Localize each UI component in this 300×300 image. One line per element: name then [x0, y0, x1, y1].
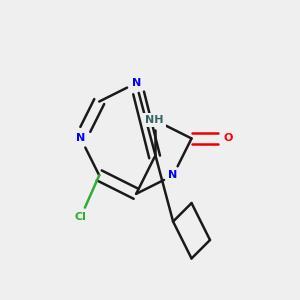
Text: N: N	[76, 134, 86, 143]
Text: NH: NH	[146, 115, 164, 125]
Text: N: N	[169, 170, 178, 180]
Text: N: N	[131, 78, 141, 88]
Text: Cl: Cl	[75, 212, 87, 222]
Text: O: O	[224, 134, 233, 143]
